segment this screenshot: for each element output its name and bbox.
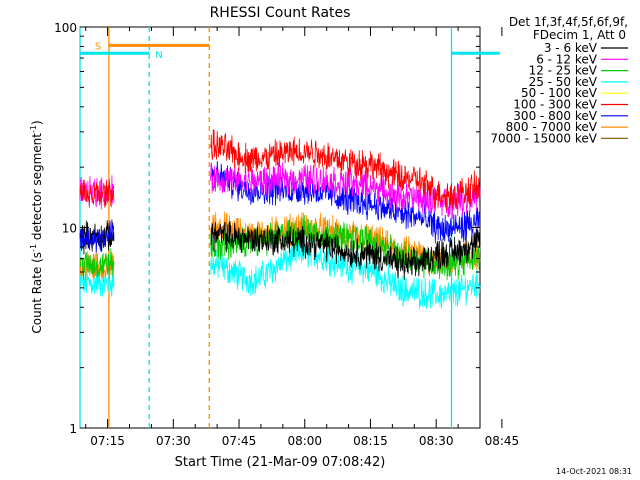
x-tick-label: 07:30 <box>156 434 191 448</box>
series-line <box>210 220 481 281</box>
series-line <box>79 220 115 253</box>
legend-label: 6 - 12 keV <box>536 52 598 66</box>
legend-label: 50 - 100 keV <box>521 86 598 100</box>
series-line <box>79 178 115 209</box>
x-tick-label: 08:15 <box>353 434 388 448</box>
x-axis-label: Start Time (21-Mar-09 07:08:42) <box>175 455 386 470</box>
timestamp: 14-Oct-2021 08:31 <box>556 467 632 476</box>
x-tick-label: 07:15 <box>90 434 125 448</box>
series-line <box>79 268 115 298</box>
x-tick-label: 08:30 <box>419 434 454 448</box>
y-axis-label: Count Rate (s-1 detector segment-1) <box>29 120 44 333</box>
night-label: N <box>155 50 162 61</box>
legend-label: 12 - 25 keV <box>529 64 598 78</box>
x-tick-label: 07:45 <box>222 434 257 448</box>
legend-header-line-1: Det 1f,3f,4f,5f,6f,9f, <box>509 15 628 29</box>
axes-group: 07:15 07:30 07:45 08:00 08:15 08:30 08:45 1 10 10… <box>54 21 519 448</box>
legend-label: 7000 - 15000 keV <box>490 131 597 145</box>
legend-label: 300 - 800 keV <box>513 109 597 123</box>
series-line <box>79 248 115 280</box>
legend: Det 1f,3f,4f,5f,6f,9f, FDecim 1, Att 0 3… <box>490 15 628 145</box>
legend-label: 100 - 300 keV <box>513 98 597 112</box>
y-axis-label-sup: -1 <box>29 244 38 252</box>
attenuator-label: S <box>95 41 101 52</box>
legend-label: 800 - 7000 keV <box>506 120 598 134</box>
y-axis-label-sup2: -1 <box>29 125 38 133</box>
y-axis-label-mid: detector segment <box>30 133 44 244</box>
legend-header-line-2: FDecim 1, Att 0 <box>533 28 626 42</box>
chart-title: RHESSI Count Rates <box>210 5 351 21</box>
legend-label: 25 - 50 keV <box>529 75 598 89</box>
y-tick-label: 10 <box>62 222 77 236</box>
series-line <box>210 129 481 211</box>
y-tick-label: 100 <box>54 21 77 35</box>
y-tick-label: 1 <box>69 422 77 436</box>
series-line <box>210 237 481 310</box>
y-axis-label-main: Count Rate (s <box>30 252 44 334</box>
x-tick-label: 08:45 <box>485 434 520 448</box>
plot-frame <box>79 26 481 429</box>
x-tick-label: 08:00 <box>287 434 322 448</box>
series-group <box>79 129 481 310</box>
y-axis-label-end: ) <box>30 120 44 125</box>
legend-label: 3 - 6 keV <box>544 41 598 55</box>
series-line <box>210 161 481 219</box>
